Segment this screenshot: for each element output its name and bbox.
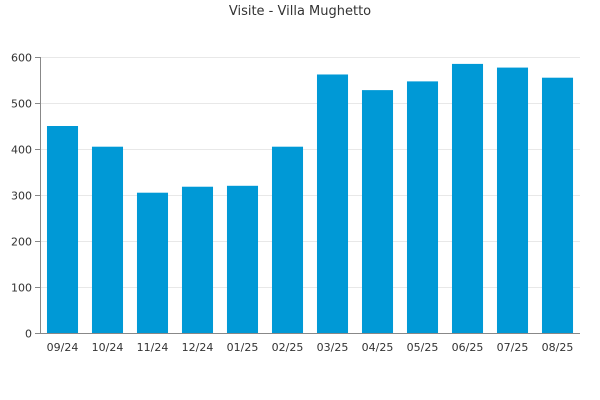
bar [541,77,574,333]
x-tick-label: 06/25 [452,341,484,354]
chart-title: Visite - Villa Mughetto [228,4,372,19]
bar [136,192,169,333]
x-tick-label: 02/25 [272,341,304,354]
bar [91,146,124,333]
bar [226,185,259,333]
bar [181,186,214,333]
y-tick-label: 600 [11,52,32,65]
x-tick-label: 04/25 [362,341,394,354]
x-tick-label: 07/25 [497,341,529,354]
x-tick-label: 12/24 [182,341,214,354]
y-tick-label: 0 [25,328,32,341]
x-tick-label: 11/24 [137,341,169,354]
y-tick-label: 300 [11,190,32,203]
bar [406,81,439,333]
y-tick-label: 100 [11,282,32,295]
bar [496,67,529,333]
bar [451,63,484,334]
x-tick-label: 03/25 [317,341,349,354]
bar [316,74,349,333]
y-tick-label: 200 [11,236,32,249]
bar [271,146,304,333]
x-tick-label: 05/25 [407,341,439,354]
x-tick-label: 01/25 [227,341,259,354]
x-tick-label: 08/25 [542,341,574,354]
bar [46,126,79,333]
y-tick-label: 400 [11,144,32,157]
y-tick-label: 500 [11,98,32,111]
x-tick-label: 10/24 [92,341,124,354]
bar [361,90,394,334]
x-tick-label: 09/24 [47,341,79,354]
